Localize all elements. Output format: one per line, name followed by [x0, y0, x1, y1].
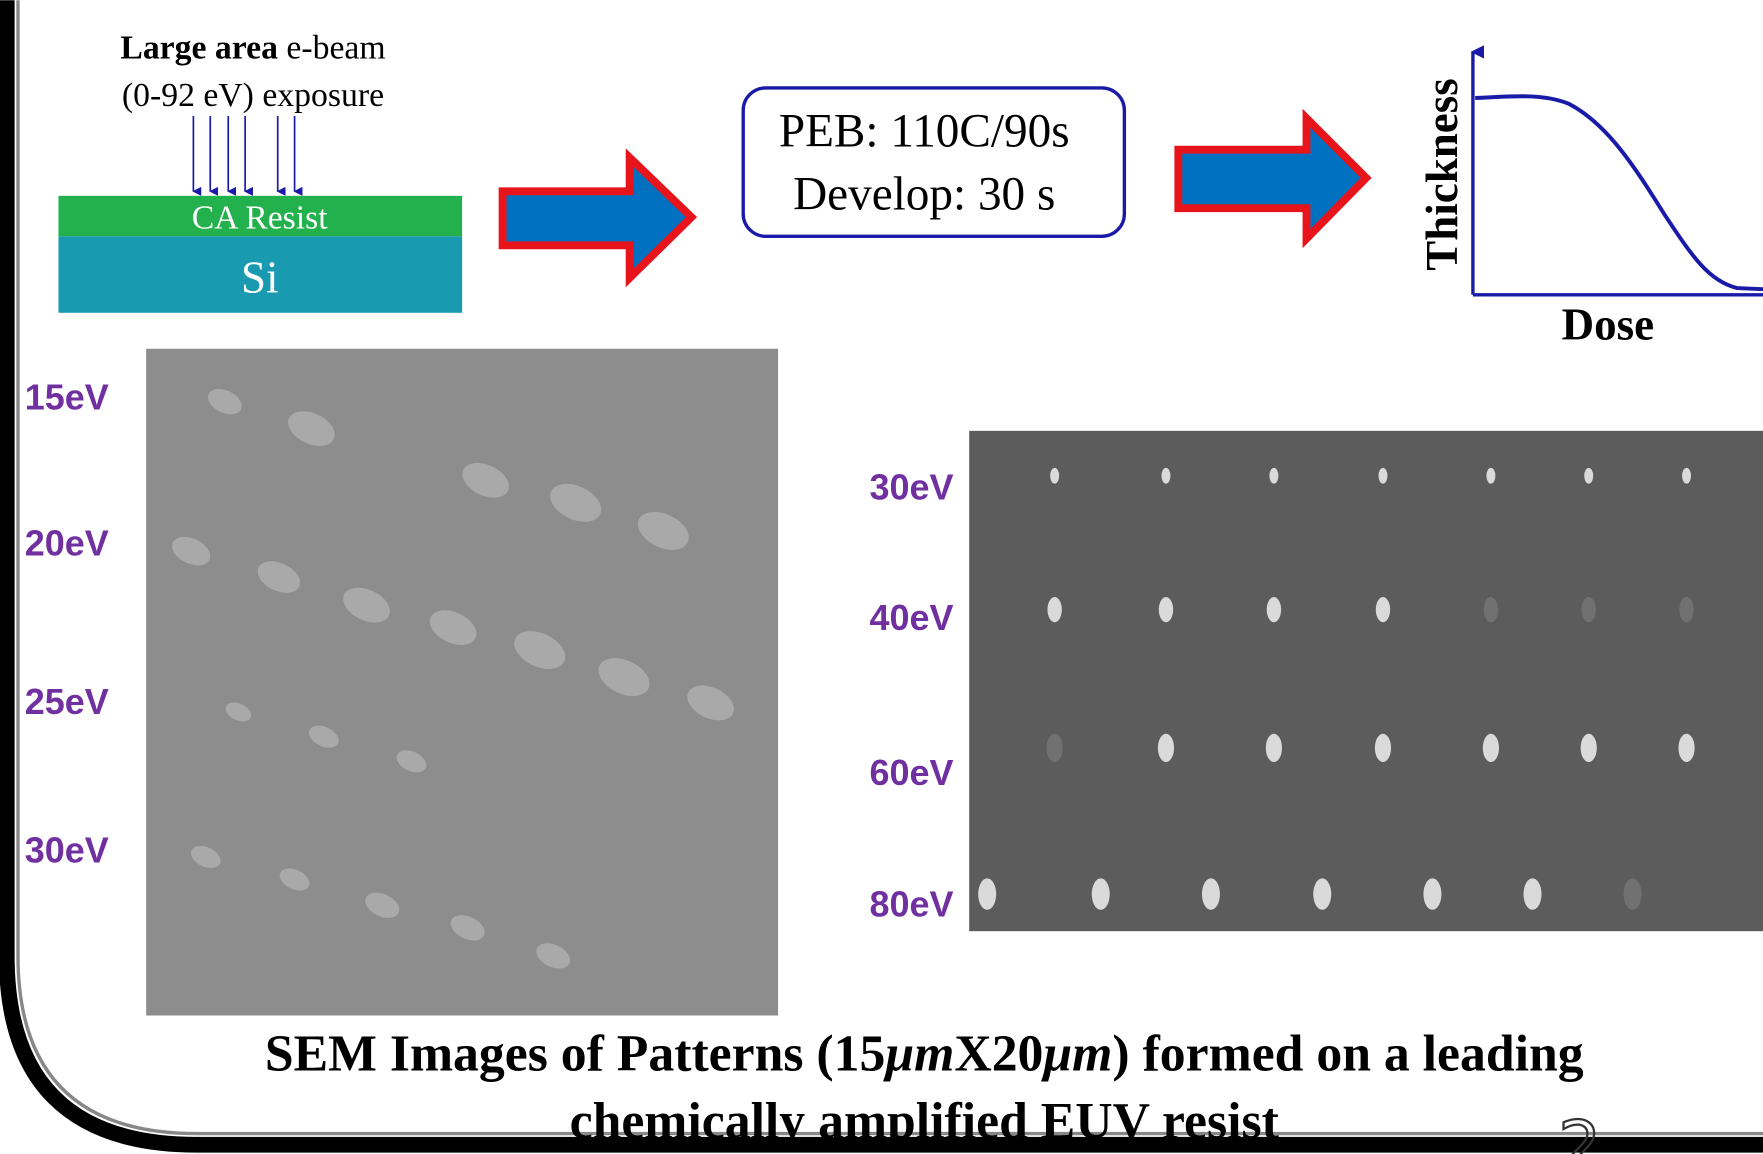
sem-spot — [1486, 468, 1495, 484]
sem-spot — [1375, 734, 1391, 762]
page: { "exposure": { "line1_bold": "Large are… — [0, 0, 1763, 1154]
exposure-line2: (0-92 eV) exposure — [122, 77, 384, 114]
graph-x-label: Dose — [1562, 300, 1654, 350]
caption-part: μm — [1040, 1026, 1112, 1083]
process-arrow — [503, 158, 692, 278]
sem-spot — [1581, 734, 1597, 762]
sem-left-label: 20eV — [25, 523, 109, 564]
page-number: 2 — [1558, 1107, 1601, 1154]
sem-image-right — [969, 431, 1763, 931]
sem-left-label: 25eV — [25, 681, 109, 722]
sem-spot — [1158, 734, 1174, 762]
caption-part: SEM Images of Patterns (15 — [265, 1026, 886, 1083]
sem-spot — [1582, 597, 1596, 622]
sem-spot — [1423, 878, 1441, 909]
process-line1: PEB: 110C/90s — [779, 105, 1070, 157]
sem-spot — [1050, 468, 1059, 484]
graph-y-label: Thickness — [1417, 78, 1467, 270]
sem-spot — [1378, 468, 1387, 484]
sem-right-label: 30eV — [869, 466, 953, 507]
sem-right-label: 40eV — [869, 597, 953, 638]
sem-spot — [1313, 878, 1331, 909]
sem-spot — [1269, 468, 1278, 484]
sem-spot — [1584, 468, 1593, 484]
caption-part: ) formed on a leading — [1112, 1026, 1583, 1083]
sem-spot — [1682, 468, 1691, 484]
sem-spot — [1678, 734, 1694, 762]
exposure-rest: e-beam — [286, 30, 385, 67]
sem-right-label: 60eV — [869, 752, 953, 793]
sem-spot — [1092, 878, 1110, 909]
sem-spot — [1624, 878, 1642, 909]
caption-part: μm — [882, 1026, 954, 1083]
exposure-bold: Large area — [120, 30, 278, 67]
sem-spot — [1159, 597, 1173, 622]
sem-spot — [1679, 597, 1693, 622]
sem-spot — [1161, 468, 1170, 484]
substrate-label: Si — [241, 253, 279, 303]
exposure-line1: Large area e-beam — [120, 30, 385, 67]
sem-spot — [1202, 878, 1220, 909]
electron-beams — [193, 116, 294, 191]
sem-spot — [1483, 734, 1499, 762]
process-line2: Develop: 30 s — [793, 168, 1055, 220]
sem-right-label: 80eV — [869, 884, 953, 925]
sem-spot — [1047, 597, 1061, 622]
sem-left-label: 15eV — [25, 376, 109, 417]
caption-line1: SEM Images of Patterns (15μmX20μm) forme… — [265, 1026, 1584, 1083]
resist-label: CA Resist — [192, 199, 328, 236]
process-arrow — [1178, 118, 1366, 238]
sem-spot — [1376, 597, 1390, 622]
sem-spot — [1484, 597, 1498, 622]
graph-curve — [1475, 96, 1763, 289]
sem-spot — [1524, 878, 1542, 909]
sem-left-label: 30eV — [25, 830, 109, 871]
caption-part: X20 — [954, 1026, 1043, 1083]
sem-spot — [978, 878, 996, 909]
caption-line2: chemically amplified EUV resist — [570, 1093, 1279, 1150]
sem-spot — [1267, 597, 1281, 622]
slide: Large area e-beam (0-92 eV) exposure CA … — [0, 0, 1763, 1154]
sem-spot — [1266, 734, 1282, 762]
sem-spot — [1047, 734, 1063, 762]
